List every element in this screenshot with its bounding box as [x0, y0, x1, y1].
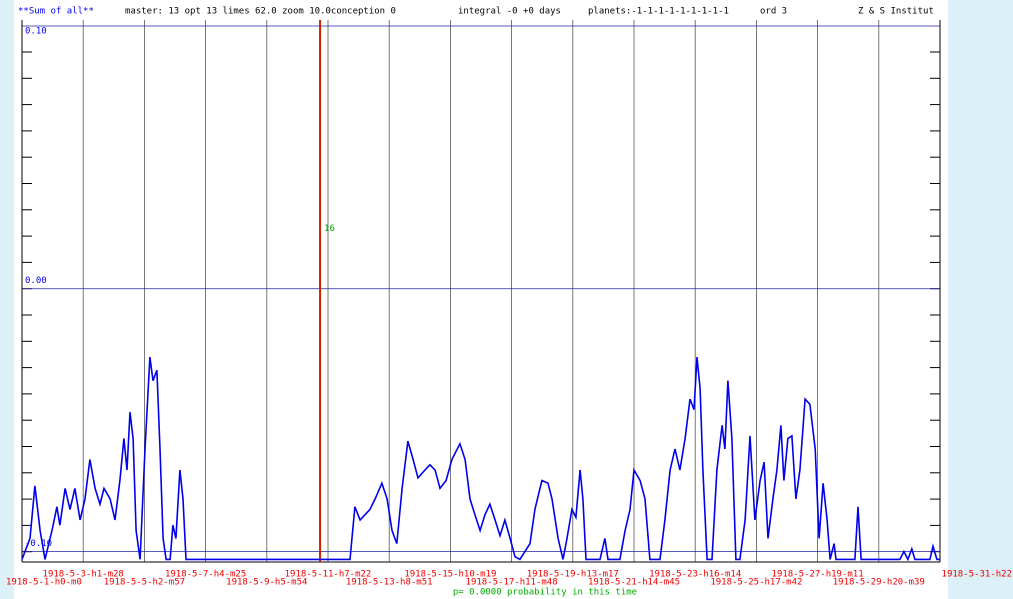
series-line: [21, 356, 940, 562]
marker-label: 16: [324, 224, 335, 234]
y-tick-label: 0.00: [25, 276, 47, 286]
x-tick-label: 1918-5-17-h11-m48: [466, 578, 558, 588]
header-text: Z & S Institut: [858, 7, 934, 17]
x-tick-label: 1918-5-29-h20-m39: [833, 578, 925, 588]
header-text: planets:-1-1-1-1-1-1-1-1-1: [588, 7, 729, 17]
x-tick-label: 1918-5-1-h0-m0: [6, 578, 82, 588]
footer-text: p= 0.0000 probability in this time: [453, 588, 637, 598]
y-tick-label: -0.10: [25, 539, 52, 549]
header-text: ord 3: [760, 7, 787, 17]
x-tick-label: 1918-5-7-h4-m25: [165, 570, 246, 580]
y-tick-label: 0.10: [25, 27, 47, 37]
x-tick-label: 1918-5-23-h16-m14: [649, 570, 741, 580]
x-tick-label: 1918-5-27-h19-m11: [772, 570, 864, 580]
x-tick-label: 1918-5-15-h10-m19: [404, 570, 496, 580]
x-tick-label: 1918-5-3-h1-m28: [43, 570, 124, 580]
x-tick-label: 1918-5-21-h14-m45: [588, 578, 680, 588]
x-tick-label: 1918-5-31-h22: [942, 570, 1012, 580]
header-text: master: 13 opt 13 limes 62.0 zoom 10.0co…: [125, 7, 396, 17]
x-tick-label: 1918-5-5-h2-m57: [104, 578, 185, 588]
x-tick-label: 1918-5-13-h8-m51: [346, 578, 433, 588]
header-text: integral -0 +0 days: [458, 7, 561, 17]
x-tick-label: 1918-5-11-h7-m22: [285, 570, 372, 580]
header-text: **Sum of all**: [18, 7, 94, 17]
x-tick-label: 1918-5-9-h5-m54: [226, 578, 307, 588]
x-tick-label: 1918-5-19-h13-m17: [527, 570, 619, 580]
canvas: [14, 0, 948, 599]
x-tick-label: 1918-5-25-h17-m42: [710, 578, 802, 588]
